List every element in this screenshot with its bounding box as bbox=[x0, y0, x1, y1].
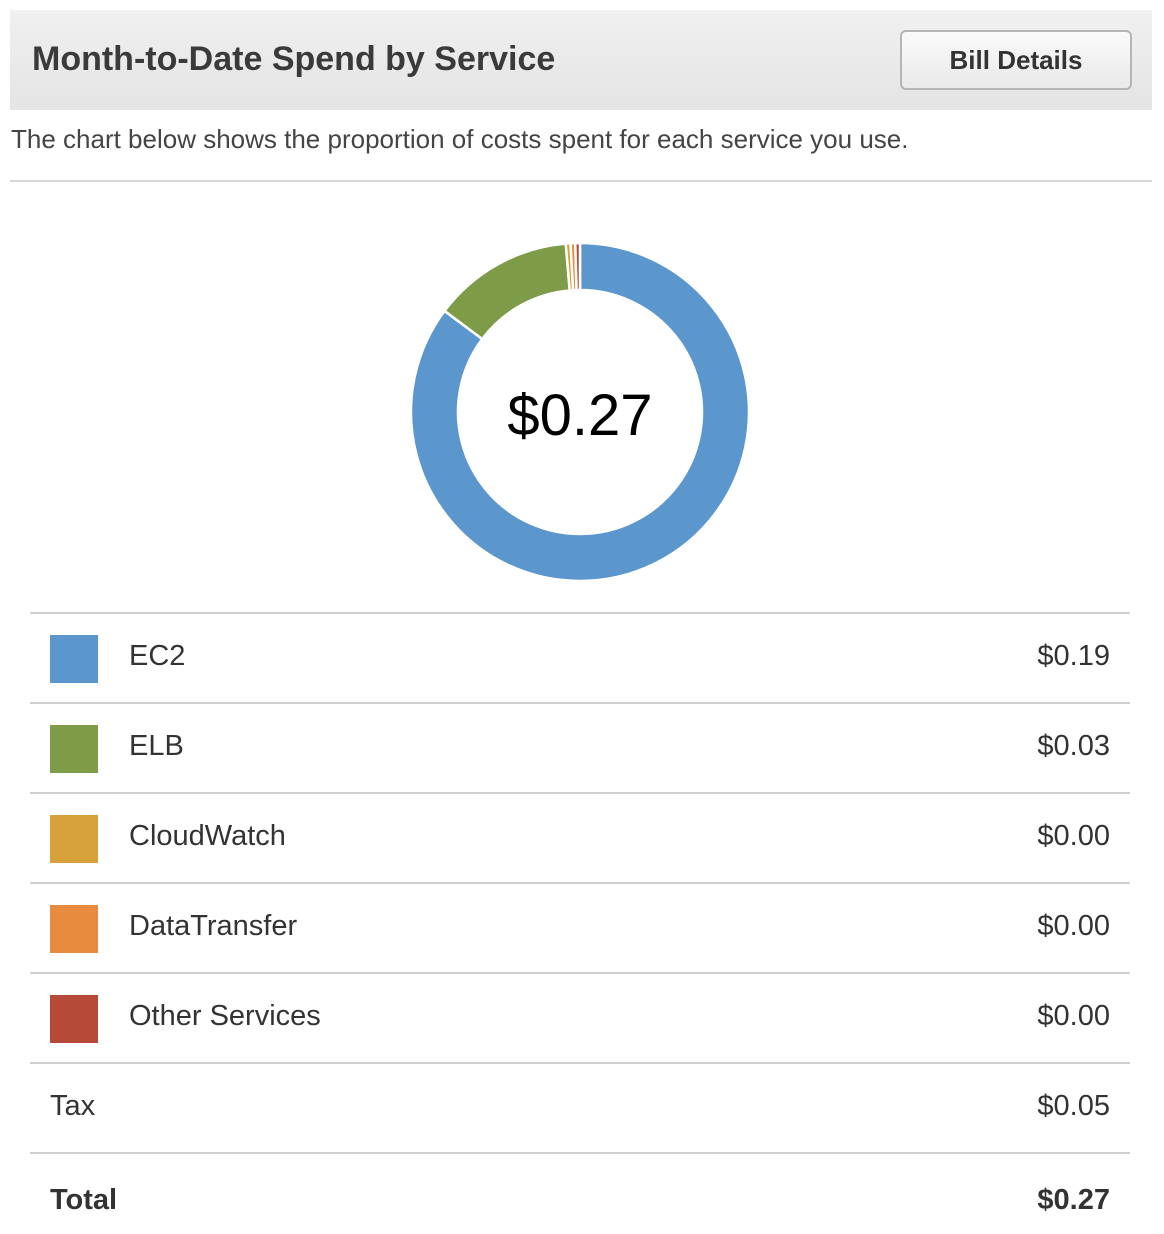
divider bbox=[10, 180, 1152, 182]
tax-label: Tax bbox=[50, 1090, 96, 1122]
service-row-elb: ELB $0.03 bbox=[30, 702, 1130, 792]
service-amount: $0.00 bbox=[1037, 820, 1110, 852]
ec2-color-swatch bbox=[50, 635, 98, 683]
datatransfer-color-swatch bbox=[50, 905, 98, 953]
chart-center-total: $0.27 bbox=[507, 383, 652, 448]
service-amount: $0.00 bbox=[1037, 1000, 1110, 1032]
total-amount: $0.27 bbox=[1037, 1184, 1110, 1216]
service-amount: $0.19 bbox=[1037, 640, 1110, 672]
panel-description: The chart below shows the proportion of … bbox=[11, 124, 909, 154]
service-name: Other Services bbox=[129, 1000, 321, 1032]
service-name: CloudWatch bbox=[129, 820, 286, 852]
donut-slice-other-services bbox=[573, 241, 582, 292]
service-breakdown-list: EC2 $0.19 ELB $0.03 CloudWatch $0.00 Dat… bbox=[30, 612, 1130, 1234]
tax-amount: $0.05 bbox=[1037, 1090, 1110, 1122]
service-name: EC2 bbox=[129, 640, 186, 672]
service-name: DataTransfer bbox=[129, 910, 298, 942]
bill-details-button[interactable]: Bill Details bbox=[900, 30, 1132, 90]
cloudwatch-color-swatch bbox=[50, 815, 98, 863]
tax-row: Tax $0.05 bbox=[30, 1062, 1130, 1152]
total-row: Total $0.27 bbox=[30, 1152, 1130, 1234]
total-label: Total bbox=[50, 1184, 118, 1216]
service-row-ec2: EC2 $0.19 bbox=[30, 612, 1130, 702]
service-amount: $0.03 bbox=[1037, 730, 1110, 762]
spend-donut-chart: $0.27 bbox=[409, 241, 751, 583]
panel-header: Month-to-Date Spend by Service Bill Deta… bbox=[10, 10, 1152, 110]
donut-slice-elb bbox=[442, 242, 572, 341]
service-amount: $0.00 bbox=[1037, 910, 1110, 942]
service-name: ELB bbox=[129, 730, 184, 762]
donut-slice-ec2 bbox=[409, 241, 751, 583]
service-row-other: Other Services $0.00 bbox=[30, 972, 1130, 1062]
service-row-datatransfer: DataTransfer $0.00 bbox=[30, 882, 1130, 972]
service-row-cloudwatch: CloudWatch $0.00 bbox=[30, 792, 1130, 882]
other-services-color-swatch bbox=[50, 995, 98, 1043]
elb-color-swatch bbox=[50, 725, 98, 773]
panel-title: Month-to-Date Spend by Service bbox=[32, 40, 556, 78]
